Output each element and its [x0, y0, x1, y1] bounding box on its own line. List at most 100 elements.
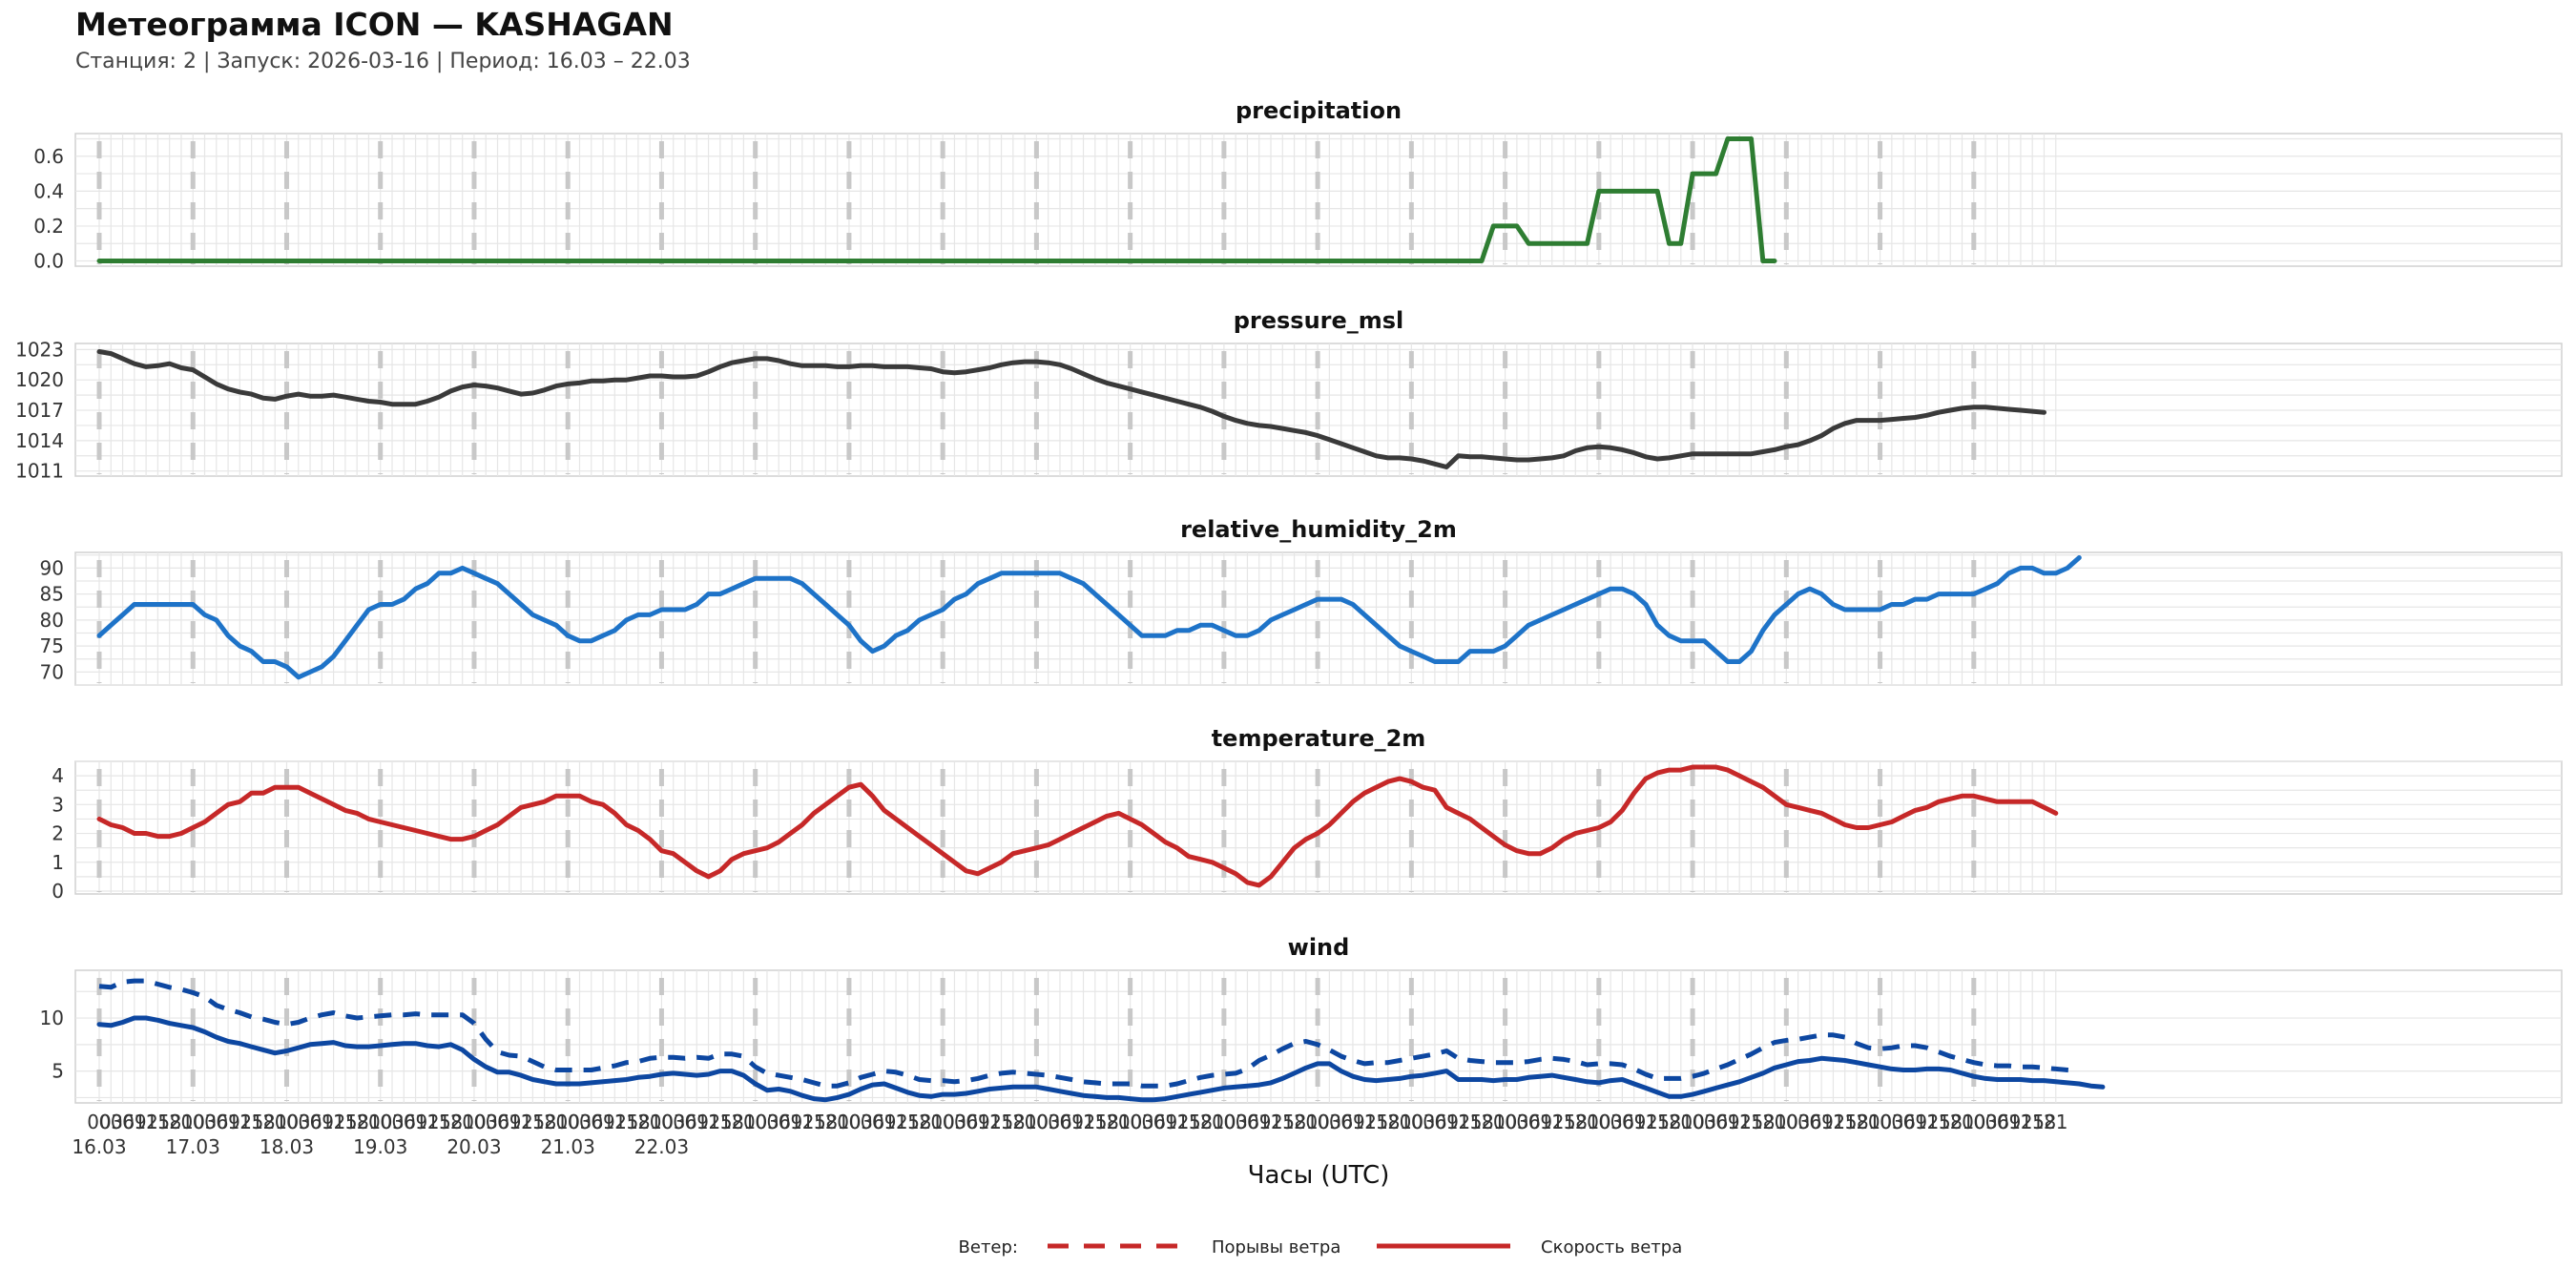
- x-tick-label: 03: [380, 1111, 404, 1133]
- x-tick-label: 09: [779, 1111, 802, 1133]
- x-tick-label: 21: [1482, 1111, 1506, 1133]
- panel-title: relative_humidity_2m: [1180, 516, 1457, 543]
- x-tick-label: 00: [1962, 1111, 1985, 1133]
- x-tick-label: 00: [462, 1111, 486, 1133]
- x-tick-label: 09: [966, 1111, 989, 1133]
- x-axis-label: Часы (UTC): [1248, 1161, 1390, 1190]
- x-tick-label: 12: [1165, 1111, 1189, 1133]
- x-tick-label: 06: [486, 1111, 509, 1133]
- x-tick-label: 21: [169, 1111, 193, 1133]
- x-tick-label: 00: [1400, 1111, 1423, 1133]
- y-tick-label: 4: [52, 764, 64, 787]
- x-tick-label: 18: [1376, 1111, 1400, 1133]
- x-tick-label: 06: [861, 1111, 884, 1133]
- y-tick-label: 0.6: [33, 145, 64, 168]
- x-tick-label: 09: [1434, 1111, 1458, 1133]
- x-tick-label: 06: [1423, 1111, 1446, 1133]
- x-tick-label: 12: [415, 1111, 439, 1133]
- x-tick-label: 12: [228, 1111, 252, 1133]
- x-tick-label: 21: [450, 1111, 474, 1133]
- legend-label: Порывы ветра: [1212, 1237, 1340, 1257]
- x-tick-label: 18: [1282, 1111, 1306, 1133]
- x-tick-label: 09: [216, 1111, 239, 1133]
- x-tick-label: 12: [883, 1111, 907, 1133]
- x-tick-label: 15: [1926, 1111, 1950, 1133]
- x-tick-label: 18: [719, 1111, 743, 1133]
- x-tick-label: 03: [1693, 1111, 1716, 1133]
- x-tick-label: 18: [251, 1111, 275, 1133]
- x-tick-label: 00: [1212, 1111, 1236, 1133]
- x-tick-label: 12: [696, 1111, 720, 1133]
- x-tick-label: 15: [1739, 1111, 1763, 1133]
- series-line-wind-dashed: [98, 978, 2080, 1089]
- x-tick-label: 15: [239, 1111, 263, 1133]
- legend: Ветер: Порывы ветра Скорость ветра: [959, 1237, 1683, 1257]
- x-tick-label: 21: [1200, 1111, 1224, 1133]
- x-tick-label: 09: [497, 1111, 521, 1133]
- x-tick-label: 21: [825, 1111, 849, 1133]
- x-tick-label: 00: [368, 1111, 392, 1133]
- legend-label: Скорость ветра: [1541, 1237, 1682, 1257]
- x-tick-label: 00: [87, 1111, 111, 1133]
- y-tick-label: 0.2: [33, 215, 64, 238]
- x-tick-label: 03: [286, 1111, 310, 1133]
- y-tick-label: 1017: [15, 399, 64, 422]
- series-line-pressure-msl-solid: [96, 349, 2046, 469]
- x-tick-label: 09: [404, 1111, 427, 1133]
- x-tick-label: 15: [1646, 1111, 1670, 1133]
- x-tick-label: 18: [1001, 1111, 1025, 1133]
- x-tick-label: 12: [790, 1111, 814, 1133]
- x-tick-label: 21: [1857, 1111, 1880, 1133]
- y-tick-label: 0.4: [33, 179, 64, 202]
- x-tick-label: 00: [555, 1111, 579, 1133]
- x-tick-label: 03: [568, 1111, 592, 1133]
- x-tick-label: 03: [1880, 1111, 1903, 1133]
- x-tick-label: 03: [99, 1111, 123, 1133]
- x-tick-label: 03: [1223, 1111, 1247, 1133]
- x-tick-label: 06: [1797, 1111, 1821, 1133]
- x-tick-label: 12: [134, 1111, 157, 1133]
- x-tick-label: 12: [1633, 1111, 1657, 1133]
- x-tick-label: 09: [1622, 1111, 1646, 1133]
- panel-title: precipitation: [1236, 97, 1402, 124]
- x-tick-label: 15: [333, 1111, 357, 1133]
- x-tick-label: 12: [978, 1111, 1002, 1133]
- x-tick-label: 18: [157, 1111, 181, 1133]
- y-tick-label: 70: [40, 660, 64, 683]
- x-tick-label: 18: [907, 1111, 931, 1133]
- x-tick-label: 18: [439, 1111, 463, 1133]
- x-tick-label: 12: [603, 1111, 627, 1133]
- x-tick-label: 03: [193, 1111, 217, 1133]
- x-tick-label: 18: [814, 1111, 838, 1133]
- x-tick-label: 06: [1704, 1111, 1728, 1133]
- x-tick-label: 09: [872, 1111, 896, 1133]
- series-line-relative-humidity-2m-solid: [96, 555, 2082, 680]
- x-tick-label: 18: [1657, 1111, 1681, 1133]
- x-tick-label: 06: [392, 1111, 416, 1133]
- x-tick-label: 21: [1575, 1111, 1599, 1133]
- x-tick-label: 03: [1130, 1111, 1153, 1133]
- x-tick-label: 00: [930, 1111, 954, 1133]
- legend-title: Ветер:: [959, 1237, 1018, 1257]
- x-tick-label: 09: [1528, 1111, 1552, 1133]
- y-tick-label: 75: [40, 634, 64, 657]
- x-tick-label: 00: [1493, 1111, 1517, 1133]
- x-tick-label: 09: [1715, 1111, 1739, 1133]
- series-line-precipitation-solid: [96, 136, 1777, 263]
- x-tick-label: 15: [614, 1111, 638, 1133]
- x-tick-label: 00: [1025, 1111, 1049, 1133]
- x-tick-label: 03: [943, 1111, 966, 1133]
- y-tick-label: 2: [52, 822, 64, 845]
- x-tick-label: 15: [146, 1111, 170, 1133]
- x-tick-label: 06: [298, 1111, 322, 1133]
- x-day-label: 21.03: [541, 1135, 595, 1158]
- x-tick-label: 06: [1610, 1111, 1634, 1133]
- x-tick-label: 12: [1540, 1111, 1564, 1133]
- x-tick-label: 15: [521, 1111, 545, 1133]
- x-tick-label: 15: [708, 1111, 732, 1133]
- x-tick-label: 00: [743, 1111, 767, 1133]
- x-tick-label: 06: [954, 1111, 978, 1133]
- x-tick-label: 06: [204, 1111, 228, 1133]
- x-tick-label: 21: [637, 1111, 661, 1133]
